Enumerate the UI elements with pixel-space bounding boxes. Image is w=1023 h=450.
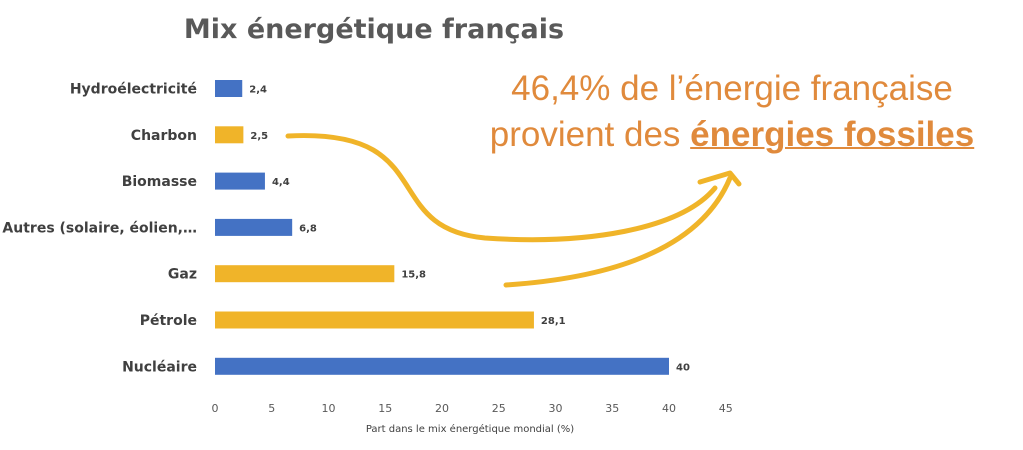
x-tick-label: 20 <box>435 402 449 415</box>
x-tick-label: 0 <box>212 402 219 415</box>
x-tick-label: 5 <box>268 402 275 415</box>
category-label: Pétrole <box>140 313 197 329</box>
data-label: 28,1 <box>541 316 566 327</box>
bar <box>215 172 265 190</box>
data-label: 2,5 <box>250 131 268 142</box>
annotation-line-2: provient des énergies fossiles <box>462 112 1002 158</box>
category-label: Nucléaire <box>122 359 197 375</box>
bars-layer: Hydroélectricité 2,4 Charbon 2,5 Biomasse 4,4… <box>2 80 690 375</box>
annotation-line-2-prefix: provient des <box>489 115 691 154</box>
annotation-emphasis: énergies fossiles <box>690 115 975 154</box>
x-axis-ticks: 0 5 10 15 20 25 30 35 40 45 <box>212 402 733 415</box>
bar <box>215 126 244 144</box>
annotation-arrows <box>285 133 742 288</box>
bar <box>215 357 669 375</box>
chart-title: Mix énergétique français <box>183 14 565 45</box>
category-label: Gaz <box>168 267 197 283</box>
annotation-line-1: 46,4% de l’énergie française <box>511 69 953 108</box>
category-label: Autres (solaire, éolien,… <box>2 220 197 236</box>
data-label: 15,8 <box>401 270 426 281</box>
x-axis-title: Part dans le mix énergétique mondial (%) <box>366 423 574 435</box>
x-tick-label: 35 <box>605 402 619 415</box>
fossil-energy-annotation: 46,4% de l’énergie française provient de… <box>462 66 1002 158</box>
data-label: 4,4 <box>272 177 290 188</box>
bar <box>215 80 243 97</box>
x-tick-label: 10 <box>322 402 336 415</box>
arrowhead <box>697 170 742 187</box>
arrow-from-charbon <box>285 133 718 243</box>
category-label: Charbon <box>131 128 197 144</box>
bar <box>215 311 534 329</box>
category-label: Biomasse <box>122 174 197 190</box>
bar <box>215 218 293 236</box>
x-tick-label: 15 <box>378 402 392 415</box>
x-tick-label: 45 <box>719 402 733 415</box>
data-label: 2,4 <box>249 85 267 96</box>
data-label: 40 <box>676 362 690 373</box>
arrow-from-gaz <box>503 175 733 288</box>
category-label: Hydroélectricité <box>70 82 197 98</box>
x-tick-label: 40 <box>662 402 676 415</box>
x-tick-label: 25 <box>492 402 506 415</box>
x-tick-label: 30 <box>549 402 563 415</box>
data-label: 6,8 <box>299 223 317 234</box>
bar <box>215 265 395 283</box>
